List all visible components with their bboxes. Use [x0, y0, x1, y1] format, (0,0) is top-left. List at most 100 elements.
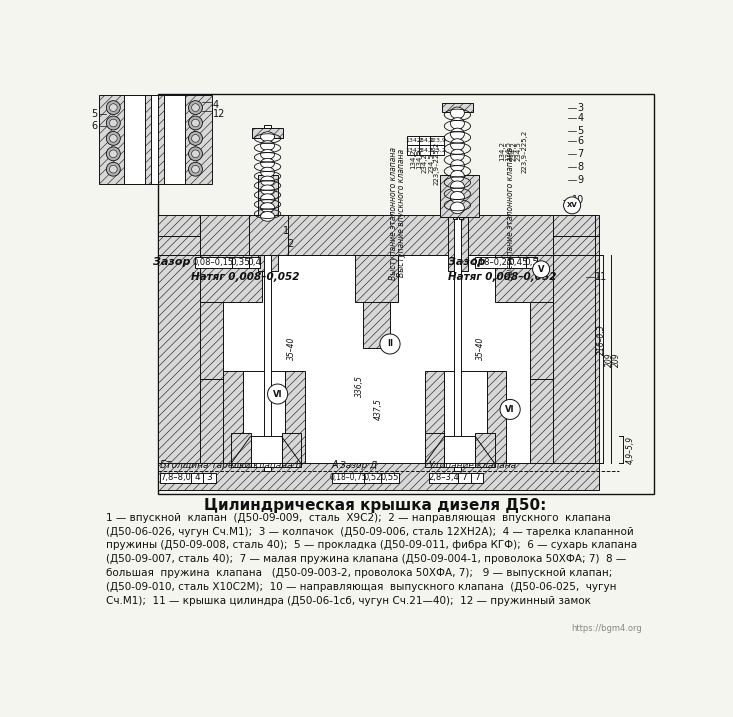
Bar	[430, 146, 444, 155]
Bar	[526, 257, 537, 267]
Text: 5: 5	[578, 125, 583, 136]
Circle shape	[191, 150, 199, 158]
Text: 134,5: 134,5	[416, 149, 422, 169]
Circle shape	[106, 147, 120, 161]
Ellipse shape	[260, 212, 275, 222]
Text: 6: 6	[578, 136, 583, 146]
Text: 3: 3	[207, 473, 213, 483]
Circle shape	[191, 119, 199, 127]
Text: 0,55: 0,55	[381, 473, 399, 483]
Text: 234,5: 234,5	[417, 148, 435, 153]
Text: 2: 2	[287, 239, 293, 249]
Text: 4,9–5,9: 4,9–5,9	[626, 435, 635, 464]
Text: пружины (Д50-09-008, сталь 40);  5 — прокладка (Д50-09-011, фибра КГФ);  6 — сух: пружины (Д50-09-008, сталь 40); 5 — прок…	[106, 541, 637, 551]
Bar	[529, 379, 553, 463]
Ellipse shape	[451, 171, 465, 182]
Bar	[355, 255, 398, 302]
Text: (Д50-06-026, чугун Сч.М1);  3 — колпачок  (Д50-09-006, сталь 12ХН2А);  4 — тарел: (Д50-06-026, чугун Сч.М1); 3 — колпачок …	[106, 526, 633, 536]
Circle shape	[191, 104, 199, 111]
Text: Зазор: Зазор	[153, 257, 191, 267]
Ellipse shape	[451, 138, 465, 151]
Bar	[100, 95, 212, 184]
Bar	[553, 215, 600, 236]
Ellipse shape	[260, 150, 275, 159]
Text: XV: XV	[567, 202, 578, 209]
Bar	[195, 257, 232, 267]
Bar	[285, 371, 305, 463]
Circle shape	[109, 135, 117, 142]
Text: Натяг 0,008–0,052: Натяг 0,008–0,052	[448, 272, 556, 282]
Bar	[200, 215, 553, 255]
Bar	[269, 223, 273, 229]
Text: 4: 4	[213, 100, 218, 110]
Circle shape	[188, 162, 202, 176]
Bar	[459, 213, 463, 219]
Bar	[448, 175, 468, 271]
Text: Выступание эталонного клапана: Выступание эталонного клапана	[389, 146, 398, 280]
Bar	[419, 146, 432, 155]
Bar	[495, 255, 553, 302]
Text: V: V	[538, 265, 545, 274]
Text: Б: Б	[160, 460, 166, 470]
Bar	[150, 95, 158, 184]
Bar	[158, 236, 200, 255]
Bar	[191, 473, 203, 483]
Text: 437,5: 437,5	[374, 399, 383, 420]
Circle shape	[106, 100, 120, 115]
Bar	[243, 371, 285, 463]
Circle shape	[109, 150, 117, 158]
Ellipse shape	[451, 160, 465, 171]
Bar	[407, 136, 421, 146]
Bar	[419, 136, 432, 146]
Text: (Д50-09-007, сталь 40);  7 — малая пружина клапана (Д50-09-004-1, проволока 50ХФ: (Д50-09-007, сталь 40); 7 — малая пружин…	[106, 554, 626, 564]
Bar	[203, 473, 216, 483]
Text: 134,2: 134,2	[499, 141, 505, 161]
Ellipse shape	[451, 181, 465, 193]
Bar	[363, 302, 390, 348]
Ellipse shape	[260, 203, 275, 212]
Ellipse shape	[451, 202, 465, 214]
Circle shape	[500, 399, 520, 419]
Text: Выступание впускного клапана: Выступание впускного клапана	[397, 149, 406, 277]
Text: 1: 1	[283, 226, 290, 236]
Text: 234,2: 234,2	[510, 141, 516, 161]
Text: 0,08–0,15: 0,08–0,15	[193, 258, 234, 267]
Text: 336,5: 336,5	[355, 376, 364, 397]
Bar	[444, 437, 475, 467]
Text: 223,9–225,2: 223,9–225,2	[521, 130, 527, 173]
Bar	[444, 371, 487, 463]
Text: 134,2: 134,2	[405, 138, 423, 143]
Bar	[252, 128, 283, 138]
Text: 0,35: 0,35	[230, 258, 251, 267]
Text: Толщина тарелки клапана h: Толщина тарелки клапана h	[166, 460, 301, 470]
Ellipse shape	[260, 194, 275, 204]
Bar	[553, 255, 600, 463]
Circle shape	[109, 104, 117, 111]
Text: 7,8–8,0: 7,8–8,0	[160, 473, 191, 483]
Bar	[200, 255, 553, 463]
Text: 11: 11	[595, 272, 608, 282]
Bar	[263, 223, 267, 229]
Text: 6: 6	[92, 121, 97, 131]
Ellipse shape	[260, 141, 275, 151]
Bar	[425, 371, 444, 463]
Bar	[364, 473, 381, 483]
Text: 4: 4	[578, 113, 583, 123]
Text: 234,2: 234,2	[422, 153, 428, 173]
Text: 134,2: 134,2	[410, 149, 416, 169]
Bar	[249, 257, 259, 267]
Bar	[249, 215, 287, 255]
Bar	[509, 257, 526, 267]
Text: 225,2: 225,2	[428, 148, 446, 153]
Circle shape	[106, 162, 120, 176]
Ellipse shape	[260, 132, 275, 141]
Bar	[158, 215, 200, 236]
Bar	[145, 95, 163, 184]
Text: 209: 209	[605, 352, 614, 366]
Circle shape	[188, 100, 202, 115]
Bar	[529, 302, 553, 379]
Bar	[281, 432, 301, 467]
Text: 7: 7	[578, 149, 583, 158]
Text: 10: 10	[572, 195, 584, 205]
Bar	[332, 473, 364, 483]
